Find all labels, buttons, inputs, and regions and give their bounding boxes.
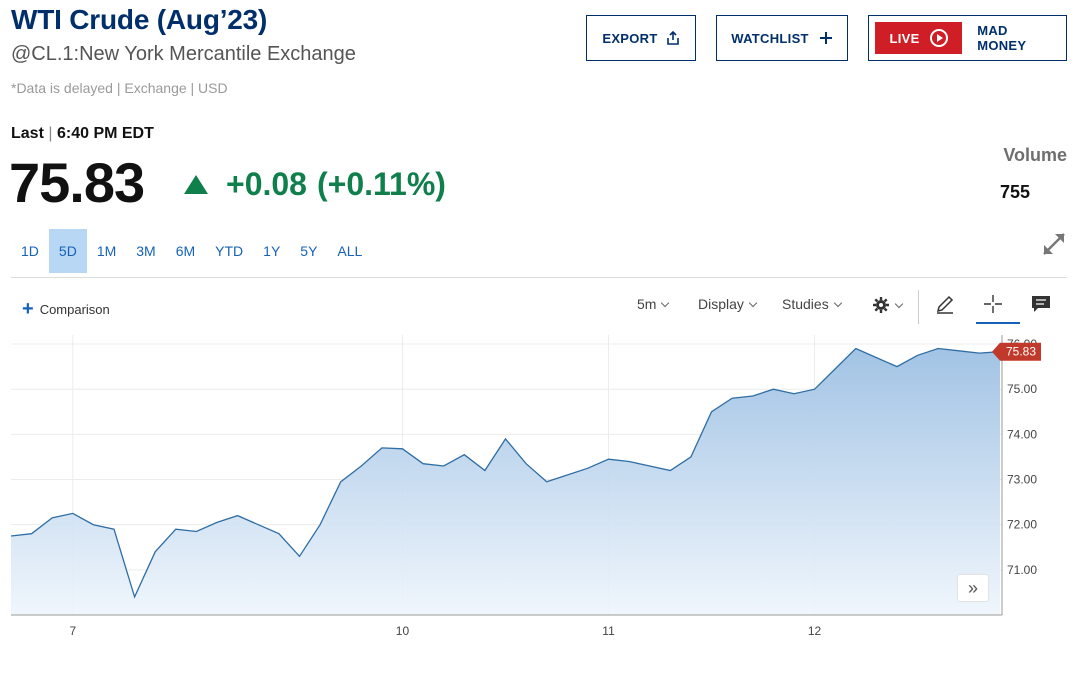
scroll-to-latest-button[interactable]: » xyxy=(957,574,989,602)
play-icon xyxy=(929,29,948,47)
comment-icon xyxy=(1032,296,1050,312)
toolbar-divider xyxy=(918,290,919,324)
tab-1y[interactable]: 1Y xyxy=(263,243,281,259)
crosshair-icon xyxy=(984,295,1002,313)
interval-dropdown[interactable]: 5m xyxy=(637,296,670,312)
tab-6m[interactable]: 6M xyxy=(175,243,196,259)
tab-1d[interactable]: 1D xyxy=(21,243,39,259)
watchlist-button[interactable]: WATCHLIST xyxy=(716,15,848,61)
price-area xyxy=(11,348,1000,615)
last-price-badge-label: 75.83 xyxy=(1006,345,1036,359)
chevron-down-icon xyxy=(833,298,842,308)
export-button[interactable]: EXPORT xyxy=(586,15,696,61)
studies-dropdown[interactable]: Studies xyxy=(782,296,842,312)
plus-icon xyxy=(819,32,832,44)
share-icon xyxy=(666,31,679,45)
chevron-down-icon xyxy=(748,298,758,308)
plus-icon: + xyxy=(22,298,34,320)
price-line xyxy=(10,347,1001,599)
page-title: WTI Crude (Aug’23) xyxy=(11,4,268,35)
comparison-button[interactable]: + Comparison xyxy=(22,299,110,319)
live-badge: LIVE xyxy=(875,22,963,54)
last-trade-label: Last | 6:40 PM EDT xyxy=(11,125,154,143)
studies-label: Studies xyxy=(782,296,829,312)
tab-1m[interactable]: 1M xyxy=(96,243,117,259)
y-tick-label: 73.00 xyxy=(1007,473,1037,487)
x-tick-label: 11 xyxy=(602,624,615,638)
expand-icon[interactable] xyxy=(1040,230,1068,258)
last-price-badge-shape xyxy=(992,342,1041,361)
x-tick-label: 10 xyxy=(396,624,410,638)
last-price-badge: 75.83 xyxy=(992,342,1041,361)
change-percent: (+0.11%) xyxy=(316,166,446,202)
y-tick-label: 72.00 xyxy=(1007,518,1037,532)
delayed-note: *Data is delayed | Exchange | USD xyxy=(11,80,228,96)
chevron-down-icon xyxy=(661,298,670,308)
tab-5y[interactable]: 5Y xyxy=(300,243,318,259)
volume-value: 755 xyxy=(1000,182,1031,202)
tab-ytd[interactable]: YTD xyxy=(215,243,244,259)
last-label: Last xyxy=(11,125,44,142)
tab-5d[interactable]: 5D xyxy=(48,229,87,273)
chevron-down-icon xyxy=(894,299,904,309)
change-value: +0.08 xyxy=(226,166,307,202)
interval-label: 5m xyxy=(637,296,657,312)
export-label: EXPORT xyxy=(602,30,658,46)
watchlist-label: WATCHLIST xyxy=(731,30,809,46)
last-price: 75.83 xyxy=(9,151,145,214)
volume-label: Volume xyxy=(1003,145,1067,165)
y-tick-label: 71.00 xyxy=(1007,563,1037,577)
y-tick-label: 74.00 xyxy=(1007,427,1037,441)
last-time: 6:40 PM EDT xyxy=(56,125,154,142)
up-arrow-icon xyxy=(184,175,208,194)
divider-bar: | xyxy=(48,125,53,142)
section-divider xyxy=(11,277,1067,278)
gear-icon xyxy=(873,297,889,313)
price-change: +0.08 (+0.11%) xyxy=(184,166,446,203)
display-label: Display xyxy=(698,296,744,312)
live-mad-money-button[interactable]: LIVE MAD MONEY xyxy=(868,15,1067,61)
display-dropdown[interactable]: Display xyxy=(698,296,758,312)
settings-dropdown[interactable] xyxy=(872,296,904,314)
live-label: LIVE xyxy=(889,30,920,46)
exchange-subtitle: @CL.1:New York Mercantile Exchange xyxy=(11,43,356,65)
crosshair-button[interactable] xyxy=(978,290,1008,318)
double-chevron-right-icon: » xyxy=(967,577,978,598)
comparison-label: Comparison xyxy=(39,301,110,317)
x-tick-label: 7 xyxy=(69,624,76,638)
y-tick-label: 75.00 xyxy=(1007,382,1037,396)
mad-money-label: MAD MONEY xyxy=(977,23,1027,53)
comment-button[interactable] xyxy=(1026,290,1056,318)
range-tabs: 1D 5D 1M 3M 6M YTD 1Y 5Y ALL xyxy=(11,229,372,273)
x-axis: 7 10 11 12 xyxy=(69,624,821,638)
pencil-icon xyxy=(936,295,954,314)
draw-button[interactable] xyxy=(930,290,960,318)
crosshair-active-indicator xyxy=(976,322,1020,324)
x-tick-label: 12 xyxy=(808,624,822,638)
tab-3m[interactable]: 3M xyxy=(136,243,156,259)
tab-all[interactable]: ALL xyxy=(337,243,363,259)
